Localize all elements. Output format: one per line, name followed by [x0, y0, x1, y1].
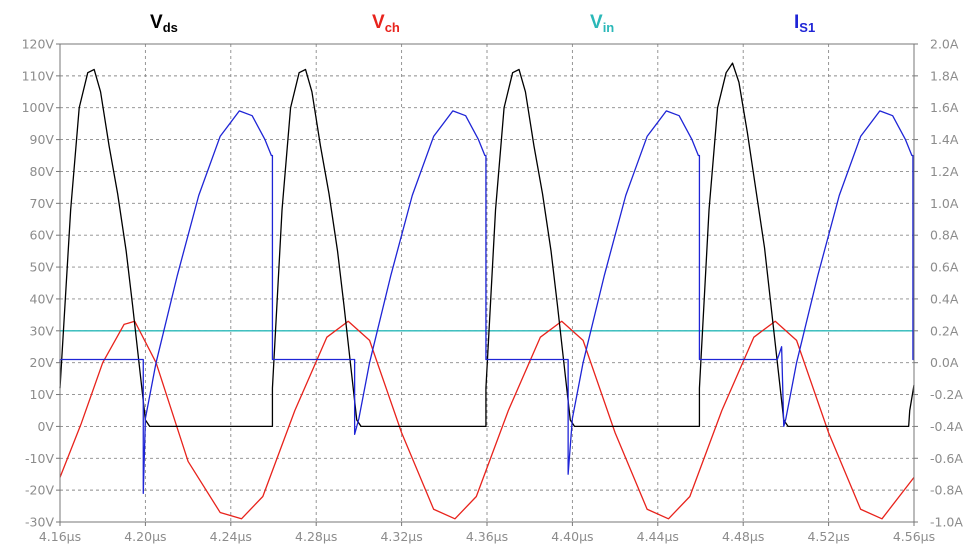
left-tick-label: 80V [30, 164, 55, 179]
right-tick-label: 0.0A [930, 355, 959, 370]
left-tick-label: 20V [30, 355, 55, 370]
legend: Vds Vch Vin IS1 [150, 12, 815, 35]
right-tick-label: -0.8A [930, 483, 963, 498]
x-tick-label: 4.28µs [295, 529, 337, 544]
grid [60, 44, 914, 522]
left-tick-label: 90V [30, 132, 55, 147]
right-tick-label: 0.6A [930, 260, 959, 275]
x-tick-label: 4.48µs [722, 529, 764, 544]
series-line-vds [59, 62, 915, 428]
right-tick-label: -0.2A [930, 387, 963, 402]
left-tick-label: 120V [22, 37, 55, 52]
left-tick-label: -20V [25, 483, 54, 498]
right-tick-label: 2.0A [930, 37, 959, 52]
left-tick-label: 0V [37, 419, 54, 434]
left-tick-label: -10V [25, 451, 54, 466]
right-tick-label: 1.2A [930, 164, 959, 179]
right-tick-label: 0.4A [930, 291, 959, 306]
left-tick-label: 60V [30, 228, 55, 243]
x-tick-label: 4.32µs [380, 529, 422, 544]
right-tick-label: 0.2A [930, 323, 959, 338]
right-tick-label: 0.8A [930, 228, 959, 243]
x-tick-label: 4.52µs [807, 529, 849, 544]
left-tick-label: 30V [30, 323, 55, 338]
right-tick-label: 1.4A [930, 132, 959, 147]
right-tick-label: 1.8A [930, 68, 959, 83]
left-tick-label: 10V [30, 387, 55, 402]
x-tick-label: 4.16µs [39, 529, 81, 544]
series-line-vch [59, 320, 915, 520]
left-tick-label: 70V [30, 196, 55, 211]
x-axis-ticks: 4.16µs 4.20µs 4.24µs 4.28µs 4.32µs 4.36µs 4.40… [39, 522, 935, 544]
left-tick-label: 100V [22, 100, 55, 115]
legend-entry-is1: IS1 [794, 12, 815, 35]
series-layer [59, 62, 915, 520]
plot-frame [59, 43, 915, 523]
legend-entry-vin: Vin [590, 12, 614, 35]
left-tick-label: 40V [30, 291, 55, 306]
series-line-is1 [59, 110, 914, 494]
x-tick-label: 4.40µs [551, 529, 593, 544]
right-tick-label: -0.6A [930, 451, 963, 466]
x-tick-label: 4.20µs [124, 529, 166, 544]
left-axis-ticks: 120V 110V 100V 90V 80V 70V 60V 50V 40V 30V 20V 10V 0… [22, 37, 60, 530]
legend-entry-vds: Vds [150, 12, 178, 35]
right-tick-label: -0.4A [930, 419, 963, 434]
left-tick-label: 110V [22, 68, 55, 83]
left-tick-label: -30V [25, 515, 54, 530]
left-tick-label: 50V [30, 260, 55, 275]
x-tick-label: 4.44µs [637, 529, 679, 544]
x-tick-label: 4.24µs [210, 529, 252, 544]
x-tick-label: 4.36µs [466, 529, 508, 544]
x-tick-label: 4.56µs [893, 529, 935, 544]
right-tick-label: -1.0A [930, 515, 963, 530]
legend-entry-vch: Vch [372, 12, 400, 35]
right-axis-ticks: 2.0A 1.8A 1.6A 1.4A 1.2A 1.0A 0.8A 0.6A 0.4A 0.2A… [914, 37, 963, 530]
right-tick-label: 1.6A [930, 100, 959, 115]
right-tick-label: 1.0A [930, 196, 959, 211]
